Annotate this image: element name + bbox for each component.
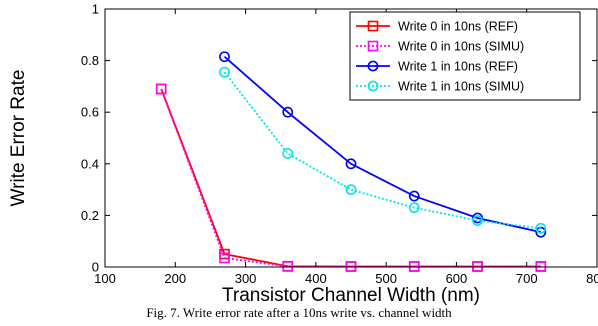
legend-marker: [367, 60, 379, 72]
y-tick-label: 0.6: [81, 105, 99, 120]
x-tick-label: 100: [94, 271, 116, 286]
data-point: [345, 184, 357, 195]
legend-marker: [367, 20, 379, 32]
x-tick-label: 700: [516, 271, 538, 286]
axes: 100 200 300 400 500 600 700 800 0 0.2 0.4 0.6 0.8 1: [81, 2, 598, 287]
series-layer: [155, 51, 547, 272]
y-tick-label: 0.4: [81, 156, 99, 171]
x-tick-label: 600: [446, 271, 468, 286]
legend-label: Write 1 in 10ns (SIMU): [398, 80, 524, 94]
x-axis-title: Transistor Channel Width (nm): [222, 285, 480, 306]
data-point: [408, 202, 420, 214]
data-point: [219, 51, 230, 63]
legend-entry: Write 1 in 10ns (REF): [356, 60, 518, 74]
y-tick-label: 1: [92, 2, 99, 17]
x-tick-label: 200: [164, 271, 186, 286]
x-tick-label: 300: [235, 271, 257, 286]
data-point: [472, 215, 483, 226]
data-point: [282, 148, 294, 159]
legend-marker: [367, 40, 379, 52]
legend-entry: Write 0 in 10ns (SIMU): [356, 40, 524, 54]
y-tick-label: 0.8: [81, 53, 99, 68]
series-4: [219, 66, 547, 234]
data-point: [219, 252, 230, 264]
data-point: [345, 261, 357, 272]
legend-label: Write 1 in 10ns (REF): [398, 60, 518, 74]
data-point: [535, 222, 547, 234]
y-tick-label: 0: [92, 260, 99, 275]
data-point: [345, 158, 357, 170]
legend-entry: Write 0 in 10ns (REF): [356, 20, 518, 34]
series-line: [223, 56, 541, 234]
series-line: [223, 71, 541, 230]
legend-label: Write 0 in 10ns (REF): [398, 20, 518, 34]
axes-frame: [104, 8, 598, 268]
data-point: [535, 261, 547, 272]
x-tick-label: 800: [586, 271, 598, 286]
x-tick-label: 400: [305, 271, 327, 286]
x-tick-label: 500: [375, 271, 397, 286]
data-point: [282, 106, 294, 118]
legend: Write 0 in 10ns (REF) Write 0 in 10ns (SI…: [349, 11, 581, 101]
y-tick-label: 0.2: [81, 208, 99, 223]
data-point: [408, 190, 420, 202]
data-point: [282, 261, 294, 272]
data-point: [472, 261, 483, 272]
data-point: [408, 261, 420, 272]
series-line: [160, 88, 541, 268]
figure-caption: Fig. 7. Write error rate after a 10ns wr…: [146, 305, 452, 320]
data-point: [155, 83, 167, 95]
legend-entry: Write 1 in 10ns (SIMU): [356, 80, 524, 94]
y-axis-title: Write Error Rate: [8, 70, 29, 207]
legend-label: Write 0 in 10ns (SIMU): [398, 40, 524, 54]
legend-marker: [367, 80, 379, 92]
series-2: [155, 83, 547, 272]
data-point: [219, 66, 230, 78]
